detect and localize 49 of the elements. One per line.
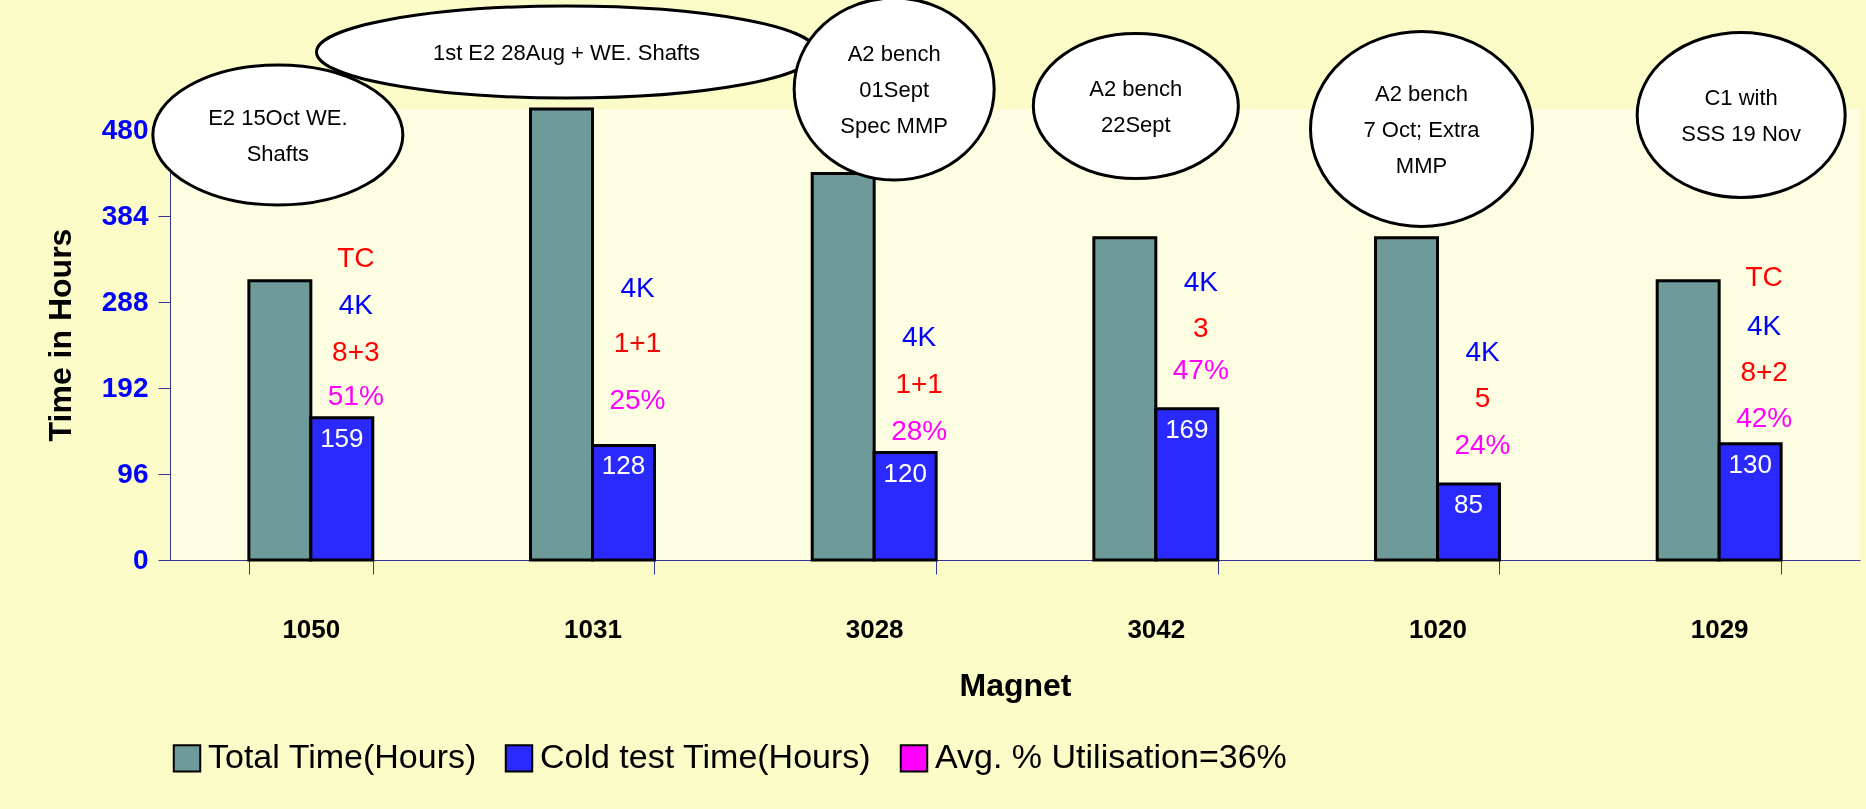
annotation: 8+3 [332, 336, 380, 367]
y-tick-label: 0 [132, 543, 149, 575]
data-label: 130 [1728, 448, 1772, 479]
y-tick-label: 192 [101, 371, 149, 403]
annotation: 4K [1183, 266, 1219, 297]
annotation: TC [337, 242, 375, 273]
annotation: 5 [1474, 382, 1491, 413]
annotation: 4K [338, 289, 374, 320]
legend-label: Cold test Time(Hours) [540, 737, 871, 776]
y-tick-label: 288 [101, 285, 149, 317]
annotation: 1+1 [895, 368, 943, 399]
annotation: 4K [620, 272, 655, 303]
annotation: 51% [327, 380, 384, 411]
x-tick-label: 1020 [1409, 613, 1467, 644]
y-tick-label: 96 [117, 457, 149, 489]
annotation: 4K [1747, 310, 1782, 341]
annotation: TC [1745, 261, 1783, 292]
y-tick-label: 384 [101, 199, 149, 231]
y-tick-label: 480 [101, 113, 149, 145]
annotation: 8+2 [1740, 356, 1788, 387]
text: 1st E2 28Aug + WE. Shafts [432, 40, 701, 65]
annotation: 28% [891, 415, 948, 446]
data-label: 128 [601, 450, 646, 481]
annotation: A2 bench 22Sept [1089, 76, 1183, 137]
x-axis-title: Magnet [959, 666, 1072, 703]
annotation: 1+1 [613, 327, 662, 358]
legend-label: Avg. % Utilisation=36% [935, 737, 1287, 776]
legend-label: Total Time(Hours) [208, 737, 477, 776]
annotation: 42% [1736, 402, 1793, 433]
x-tick-label: 3028 [845, 613, 904, 644]
annotation: A2 bench 01Sept Spec MMP [840, 41, 948, 138]
annotation: 4K [902, 321, 937, 352]
data-label: 120 [883, 457, 927, 488]
annotation: 4K [1465, 336, 1500, 367]
data-label: 159 [320, 422, 364, 453]
annotation: 47% [1172, 354, 1229, 385]
x-tick-label: 1031 [564, 613, 622, 644]
data-label: 85 [1454, 488, 1483, 519]
data-label: 169 [1165, 413, 1209, 444]
x-tick-label: 1050 [282, 613, 341, 644]
annotation: E2 15Oct WE. Shafts [208, 105, 348, 166]
x-tick-label: 1029 [1690, 613, 1749, 644]
x-tick-label: 3042 [1127, 613, 1186, 644]
annotation: C1 with SSS 19 Nov [1681, 85, 1802, 146]
annotation: 3 [1193, 312, 1209, 343]
y-axis-title: Time in Hours [41, 228, 78, 442]
annotation: 25% [609, 384, 666, 415]
annotation: 24% [1454, 429, 1511, 460]
annotation: A2 bench 7 Oct; Extra MMP [1363, 81, 1481, 178]
